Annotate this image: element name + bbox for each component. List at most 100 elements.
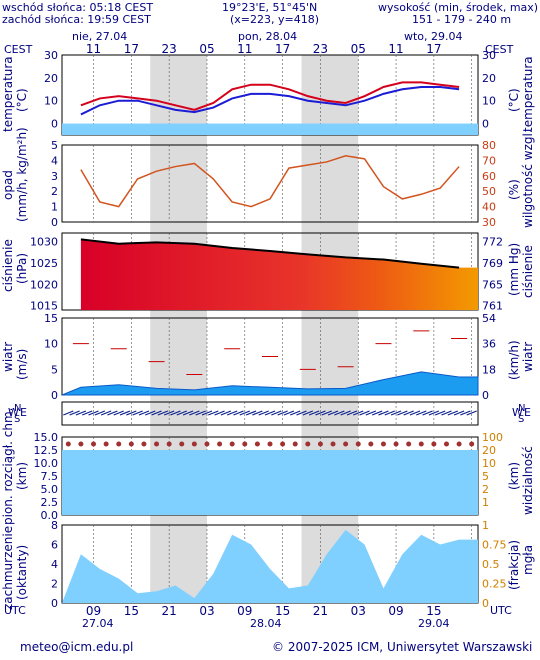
cloud-base-dot [242,441,248,447]
bottom-hour-label: 09 [388,604,403,618]
temperature-line [80,81,460,111]
wind-arrow [100,410,112,416]
wind-arrow [359,410,370,416]
wind-arrow [214,410,225,416]
sunset-text: zachód słońca: 19:59 CEST [2,13,151,26]
footer-copyright: © 2007-2025 ICM, Uniwersytet Warszawski [272,640,533,654]
wind-area [61,371,479,396]
cloud-base-dot [179,441,185,447]
wind-arrow [226,410,238,416]
fog-label-right: mgła [521,544,535,575]
cloud-base-dot [443,441,449,447]
cloud-base-dot [305,441,311,447]
bottom-hour-label: 03 [351,604,366,618]
wind-arrow [151,410,162,416]
cloud-tick-left: 0 [51,597,58,610]
wind-arrow [138,410,150,416]
visibility-tick-right: 5 [482,470,489,483]
wind-arrow [94,410,106,416]
wind-tick-left: 10 [44,338,58,351]
top-hour-label: 11 [86,42,101,56]
night-band [150,55,207,603]
top-hour-label: 11 [388,42,403,56]
wind-arrow [447,410,459,416]
cloud-base-dot [355,441,361,447]
top-day-label: nie, 27.04 [72,30,128,43]
wind-arrow [107,410,118,416]
temp-tick-left: 20 [44,72,58,85]
compass-s-right: S [518,414,524,425]
cloud-base-dot [116,441,122,447]
wind-arrow [220,410,232,416]
wind-arrow [195,410,206,416]
wind-arrow [403,410,414,416]
compass-e-right: E [524,406,531,419]
wind-arrow [296,410,307,416]
temp-unit-right: (°C) [507,88,521,112]
footer-email[interactable]: meteo@icm.edu.pl [20,640,134,654]
wind-arrow [182,410,194,416]
wind-arrow [327,410,339,416]
humidity-tick-right: 50 [482,185,496,198]
visibility-tick-right: 2 [482,483,489,496]
wind-tick-left: 15 [44,312,58,325]
fog-tick-right: 0.5 [482,558,500,571]
humidity-tick-right: 80 [482,139,496,152]
pressure-tick-right: 772 [482,236,503,249]
cloud-base-dot [343,441,349,447]
wind-arrow [409,410,421,416]
cloud-base-dot [418,441,424,447]
height-values: 151 - 179 - 240 m [412,13,512,26]
pressure-line [80,238,460,269]
bottom-day-label: 29.04 [418,617,450,630]
wind-arrow [189,410,200,416]
wind-arrow [252,410,263,416]
wind-arrow [308,410,320,416]
temp-tick-right: 10 [482,95,496,108]
wind-tick-left: 5 [51,363,58,376]
bottom-hour-label: 15 [124,604,139,618]
height-title: wysokość (min, środek, max) [378,1,539,14]
pressure-area [80,239,478,310]
fog-tick-right: 0 [482,597,489,610]
compass-n-right: N [518,403,525,414]
wind-arrow [277,410,288,416]
cloud-base-dot [254,441,260,447]
top-hour-label: 05 [199,42,214,56]
compass-w-left: W [8,406,19,419]
humidity-unit-right: (%) [507,179,521,200]
cloud-label-left: zachmurzenie [1,525,15,610]
compass-e-left: E [20,406,27,419]
wind-arrow [208,410,219,416]
top-day-label: wto, 29.04 [404,30,463,43]
bottom-hour-label: 09 [86,604,101,618]
bottom-hour-label: 03 [199,604,214,618]
wind-tick-right: 18 [482,363,496,376]
cloud-base-dot [204,441,210,447]
wind-unit-right: (km/h) [507,340,521,380]
panel-frame-precip [61,144,479,223]
wind-arrow [245,410,257,416]
wind-arrow [302,410,314,416]
visibility-label-right: widzialność [521,446,535,515]
cloud-base-dot [217,441,223,447]
cloud-base-dot [292,441,298,447]
wind-arrow [434,410,446,416]
sunrise-text: wschód słońca: 05:18 CEST [2,1,154,14]
humidity-tick-right: 70 [482,154,496,167]
visibility-tick-left: 10.0 [34,457,59,470]
top-hour-label: 17 [275,42,290,56]
precip-unit-left: (mm/h, kg/m²h) [15,127,29,222]
top-hour-label: 23 [313,42,328,56]
visibility-tick-right: 20 [482,444,496,457]
fog-tick-right: 1 [482,519,489,532]
top-day-label: pon, 28.04 [238,30,298,43]
precip-tick-left: 1 [51,201,58,214]
wind-arrow [264,410,276,416]
cloud-base-dot [141,441,147,447]
wind-arrow [69,410,80,416]
panel-frame-winddir [61,401,479,426]
pressure-tick-right: 765 [482,278,503,291]
visibility-tick-left: 5.0 [41,483,59,496]
